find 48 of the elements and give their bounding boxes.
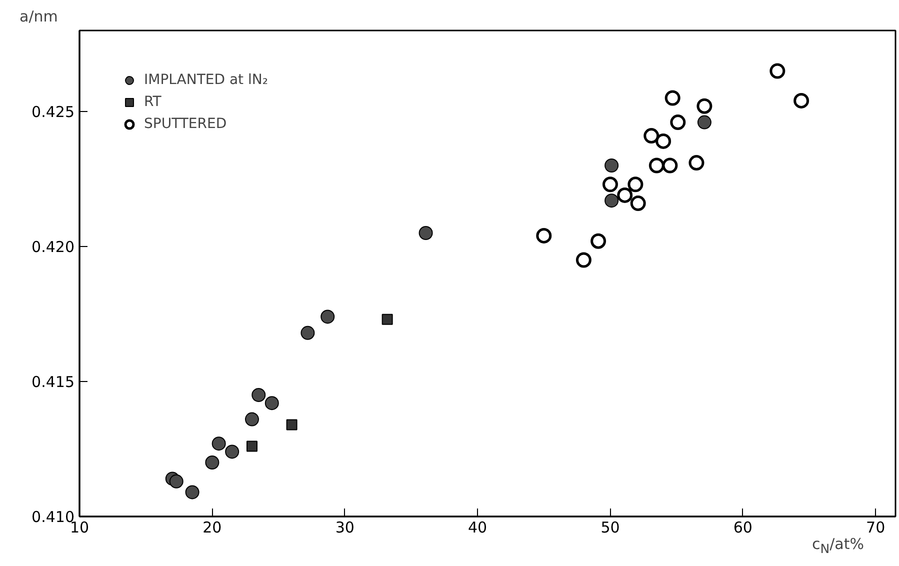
x-tick-label: 70	[866, 518, 886, 536]
point	[628, 176, 644, 192]
point	[688, 155, 704, 171]
point	[225, 444, 240, 459]
point	[670, 114, 686, 130]
y-tick-label: 0.420	[32, 238, 75, 256]
point	[286, 419, 298, 430]
y-tick-label: 0.425	[32, 103, 75, 121]
x-tick-label: 50	[600, 518, 620, 536]
point	[697, 115, 712, 130]
point	[617, 187, 633, 203]
point	[662, 158, 678, 174]
point	[536, 228, 552, 244]
point	[644, 128, 660, 144]
point	[300, 326, 315, 340]
point	[576, 252, 592, 268]
point	[656, 133, 672, 149]
point	[664, 90, 680, 106]
point	[264, 396, 279, 410]
x-tick-label: 30	[335, 518, 354, 536]
y-axis-title: a/nm	[20, 8, 58, 26]
point	[185, 485, 200, 500]
point	[244, 412, 259, 426]
point	[604, 158, 619, 172]
point	[418, 226, 433, 240]
legend-label: SPUTTERED	[144, 116, 227, 132]
point	[630, 196, 646, 212]
point	[602, 176, 618, 192]
point	[794, 92, 810, 108]
point	[252, 388, 266, 402]
legend-label: IMPLANTED at lN₂	[144, 72, 268, 88]
point	[770, 63, 786, 79]
point	[246, 440, 258, 452]
point	[604, 194, 619, 208]
point	[320, 310, 335, 324]
x-axis-title: c$_{N}$/at%	[812, 534, 864, 558]
point	[382, 314, 393, 325]
y-tick-label: 0.415	[32, 373, 75, 391]
point	[212, 436, 226, 451]
point	[696, 98, 712, 114]
point	[590, 233, 606, 249]
point	[169, 474, 184, 488]
point	[205, 456, 220, 470]
x-tick-label: 60	[733, 518, 752, 536]
point	[648, 158, 664, 174]
x-tick-label: 20	[202, 518, 222, 536]
x-tick-label: 40	[468, 518, 488, 536]
legend-label: RT	[144, 94, 162, 110]
